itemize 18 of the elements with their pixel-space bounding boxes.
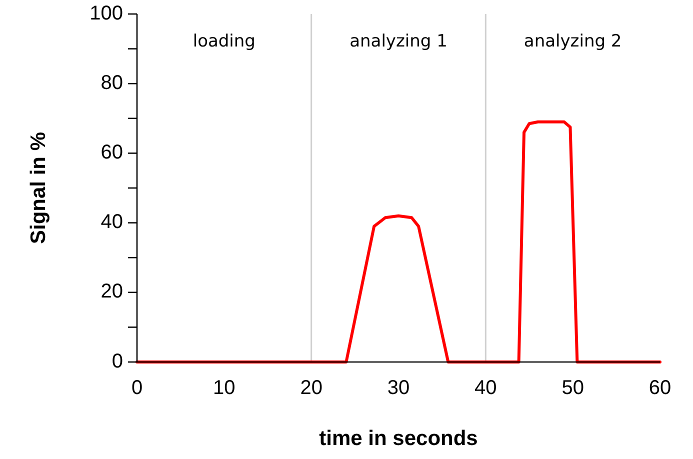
x-tick-label: 30 bbox=[387, 377, 410, 399]
annotation: analyzing 2 bbox=[524, 32, 622, 52]
x-axis-title: time in seconds bbox=[319, 427, 478, 450]
annotation: analyzing 1 bbox=[350, 32, 448, 52]
x-tick-label: 10 bbox=[213, 377, 236, 399]
x-tick-label: 40 bbox=[474, 377, 497, 399]
y-tick-label: 100 bbox=[90, 2, 123, 24]
y-axis-title: Signal in % bbox=[27, 132, 50, 244]
y-tick-label: 0 bbox=[112, 350, 123, 372]
x-tick-label: 0 bbox=[131, 377, 143, 399]
y-tick-label: 80 bbox=[100, 72, 123, 94]
y-tick-label: 20 bbox=[100, 280, 123, 303]
y-tick-label: 60 bbox=[100, 141, 123, 164]
x-tick-label: 20 bbox=[300, 377, 322, 399]
x-tick-label: 50 bbox=[562, 377, 584, 399]
annotation: loading bbox=[192, 32, 256, 52]
x-tick-label: 60 bbox=[648, 377, 672, 399]
y-tick-label: 40 bbox=[100, 211, 123, 234]
